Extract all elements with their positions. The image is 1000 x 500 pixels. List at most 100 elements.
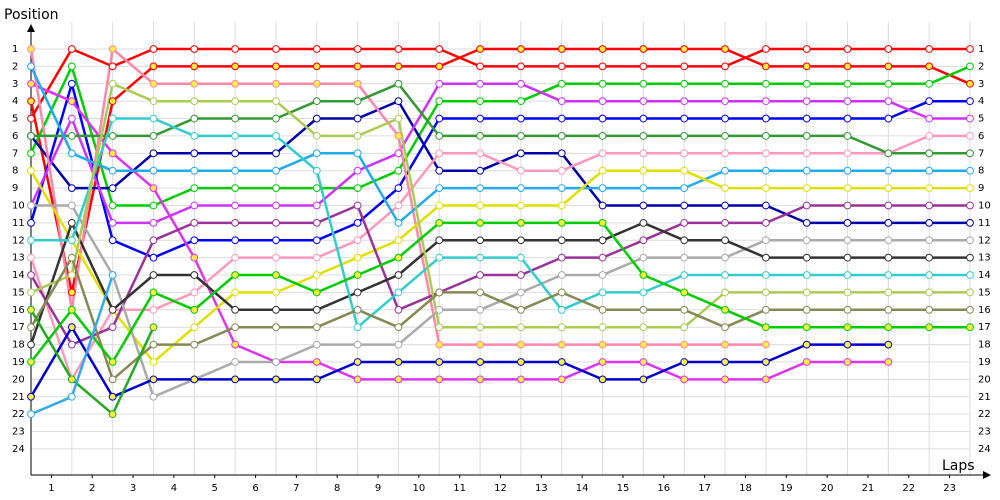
series-line xyxy=(30,82,889,381)
point xyxy=(721,253,729,262)
x-tick-label: 5 xyxy=(212,483,218,494)
point xyxy=(435,97,444,106)
point xyxy=(598,305,607,314)
point xyxy=(557,149,566,158)
point xyxy=(149,305,158,314)
point xyxy=(435,375,444,384)
y-tick-label-right: 4 xyxy=(978,96,984,107)
point xyxy=(435,201,444,210)
point xyxy=(843,45,852,53)
point xyxy=(598,201,607,210)
point xyxy=(272,271,280,279)
point xyxy=(639,218,648,227)
point xyxy=(312,132,321,140)
point xyxy=(761,184,770,192)
x-tick-label: 18 xyxy=(739,483,752,494)
point xyxy=(476,305,484,314)
x-tick-label: 12 xyxy=(494,483,507,494)
x-tick-label: 7 xyxy=(293,483,299,494)
point xyxy=(272,305,280,314)
point xyxy=(557,45,566,53)
point xyxy=(353,358,362,366)
point xyxy=(272,253,280,262)
y-tick-label-right: 1 xyxy=(978,44,984,55)
point xyxy=(680,149,689,158)
point xyxy=(476,114,484,123)
point xyxy=(843,236,852,245)
y-tick-label: 14 xyxy=(12,270,25,281)
point xyxy=(27,218,35,227)
point xyxy=(598,323,607,332)
point xyxy=(639,166,648,175)
point xyxy=(394,79,403,88)
point xyxy=(67,45,76,53)
y-tick-label-right: 10 xyxy=(978,200,991,211)
point xyxy=(925,97,934,106)
point xyxy=(557,375,566,384)
point xyxy=(353,79,362,88)
x-tick-label: 15 xyxy=(617,483,630,494)
point xyxy=(231,62,240,71)
point xyxy=(108,97,117,106)
x-tick-label: 20 xyxy=(821,483,834,494)
point xyxy=(680,62,689,71)
y-tick-label-right: 18 xyxy=(978,340,991,351)
point xyxy=(190,114,199,123)
point xyxy=(884,166,893,175)
point xyxy=(843,271,852,279)
point xyxy=(67,132,76,140)
point xyxy=(598,358,607,366)
point xyxy=(190,340,199,349)
point xyxy=(639,236,648,245)
point xyxy=(557,305,566,314)
point xyxy=(231,340,240,349)
point xyxy=(27,288,35,297)
point xyxy=(435,149,444,158)
point xyxy=(272,358,280,366)
point xyxy=(721,340,729,349)
point xyxy=(966,132,974,140)
point xyxy=(802,340,811,349)
series-line xyxy=(30,221,970,364)
y-tick-label: 8 xyxy=(12,166,18,177)
point xyxy=(966,45,974,53)
point xyxy=(680,97,689,106)
point xyxy=(476,201,484,210)
point xyxy=(149,149,158,158)
point xyxy=(476,358,484,366)
point xyxy=(476,236,484,245)
point xyxy=(108,166,117,175)
point xyxy=(761,288,770,297)
point xyxy=(598,62,607,71)
point xyxy=(190,305,199,314)
point xyxy=(272,184,280,192)
point xyxy=(639,97,648,106)
point xyxy=(925,184,934,192)
y-tick-label-right: 13 xyxy=(978,253,991,264)
point xyxy=(149,323,158,332)
point xyxy=(761,201,770,210)
point xyxy=(231,184,240,192)
point xyxy=(598,340,607,349)
point xyxy=(67,97,76,106)
point xyxy=(517,236,525,245)
y-tick-label: 16 xyxy=(12,305,25,316)
point xyxy=(966,201,974,210)
point xyxy=(598,114,607,123)
point xyxy=(353,236,362,245)
point xyxy=(149,375,158,384)
point xyxy=(639,271,648,279)
point xyxy=(639,253,648,262)
point xyxy=(639,132,648,140)
point xyxy=(435,114,444,123)
y-tick-label: 7 xyxy=(12,148,18,159)
point xyxy=(272,62,280,71)
point xyxy=(557,218,566,227)
point xyxy=(394,236,403,245)
point xyxy=(598,184,607,192)
point xyxy=(517,323,525,332)
point xyxy=(435,79,444,88)
point xyxy=(312,97,321,106)
point xyxy=(721,358,729,366)
y-tick-label-right: 2 xyxy=(978,61,984,72)
